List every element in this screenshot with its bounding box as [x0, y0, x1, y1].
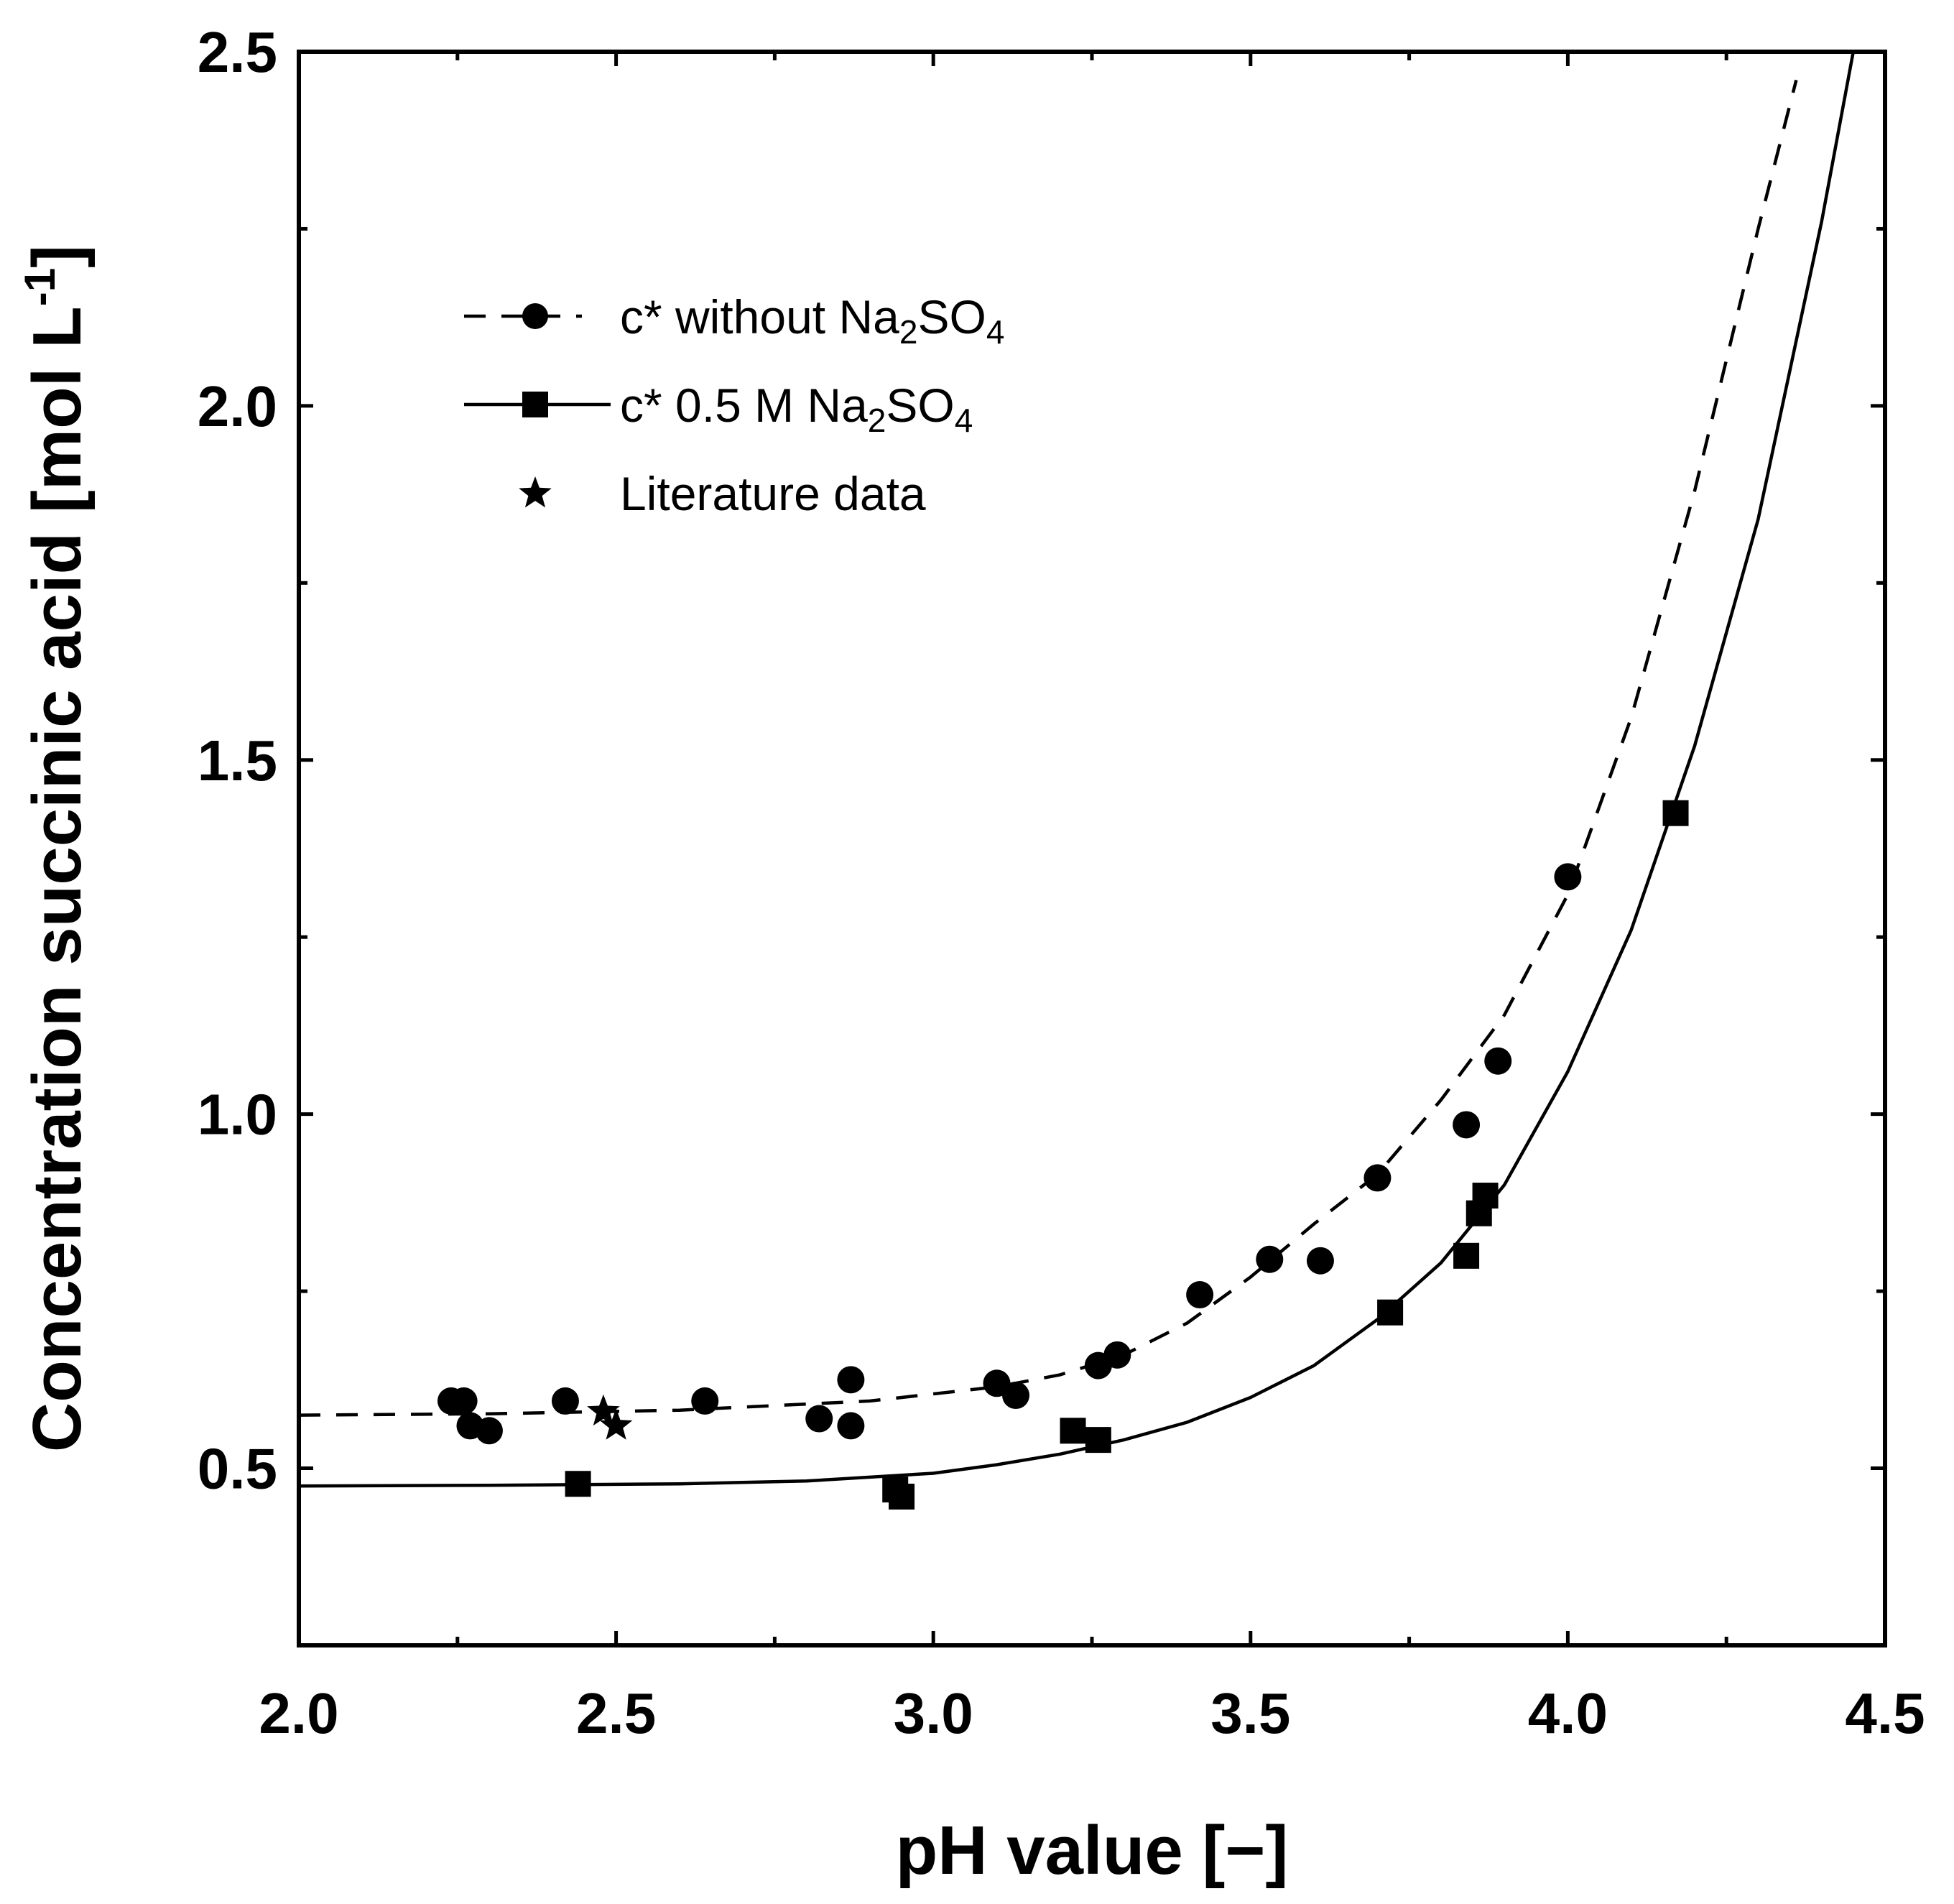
legend-square-marker	[522, 392, 548, 417]
x-tick-label: 3.0	[894, 1681, 973, 1745]
legend-entry-literature: Literature data	[519, 467, 926, 520]
data-point-circle	[1186, 1281, 1214, 1309]
data-point-square	[889, 1483, 915, 1510]
data-point-square	[1060, 1418, 1086, 1444]
legend-label-without-na2so4: c* without Na2SO4	[620, 290, 1004, 351]
data-point-circle	[837, 1412, 865, 1440]
y-tick-label: 1.0	[198, 1083, 277, 1147]
x-axis-title: pH value [−]	[896, 1812, 1289, 1889]
data-point-circle	[1453, 1111, 1481, 1139]
data-point-circle	[450, 1387, 478, 1415]
data-point-square	[1472, 1183, 1499, 1209]
data-point-circle	[1484, 1047, 1512, 1075]
data-point-circle	[1306, 1247, 1334, 1275]
data-point-square	[1453, 1242, 1480, 1269]
data-point-circle	[1256, 1245, 1284, 1273]
x-tick-label: 4.5	[1845, 1681, 1925, 1745]
data-point-square	[1377, 1299, 1404, 1326]
y-axis-title: Concentration succinic acid [mol L-1]	[16, 245, 96, 1452]
data-point-star	[599, 1408, 633, 1440]
y-tick-label: 2.0	[198, 374, 277, 438]
axis-ticks	[297, 50, 1887, 1645]
y-axis-title-close: ]	[19, 245, 96, 268]
data-point-circle	[837, 1366, 865, 1394]
y-tick-labels: 0.5 1.0 1.5 2.0 2.5	[198, 20, 277, 1501]
data-point-circle	[1002, 1382, 1030, 1410]
legend: c* without Na2SO4 c* 0.5 M Na2SO4 Litera…	[464, 290, 1004, 520]
legend-entry-without-na2so4: c* without Na2SO4	[464, 290, 1004, 351]
data-markers	[437, 800, 1689, 1510]
data-point-circle	[1103, 1341, 1131, 1369]
data-point-square	[1085, 1427, 1111, 1454]
y-axis-title-main: Concentration succinic acid [mol L	[19, 306, 96, 1452]
x-tick-label: 2.0	[259, 1681, 338, 1745]
legend-label-0-5m-na2so4: c* 0.5 M Na2SO4	[620, 379, 973, 439]
fit-curve-0-5m-na2so4	[299, 52, 1856, 1488]
y-tick-label: 2.5	[198, 20, 277, 84]
data-point-circle	[805, 1405, 833, 1433]
data-point-circle	[1554, 863, 1582, 891]
data-point-circle	[551, 1387, 579, 1415]
data-point-square	[565, 1471, 591, 1497]
x-tick-label: 3.5	[1210, 1681, 1290, 1745]
data-point-star	[587, 1394, 620, 1426]
y-tick-label: 0.5	[198, 1437, 277, 1501]
data-point-circle	[1363, 1164, 1392, 1192]
legend-star-marker	[519, 476, 552, 508]
fit-curves	[299, 52, 1856, 1488]
y-axis-title-exponent: -1	[16, 268, 64, 306]
x-tick-label: 4.0	[1528, 1681, 1608, 1745]
plot-frame	[297, 50, 1887, 1647]
legend-entry-0-5m-na2so4: c* 0.5 M Na2SO4	[464, 379, 973, 439]
legend-label-literature: Literature data	[620, 467, 926, 520]
y-tick-label: 1.5	[198, 729, 277, 792]
data-point-circle	[475, 1417, 503, 1445]
data-point-circle	[691, 1387, 719, 1415]
legend-circle-marker	[522, 303, 548, 329]
fit-curve-without-na2so4	[299, 79, 1798, 1417]
data-point-square	[1662, 800, 1689, 826]
x-tick-label: 2.5	[576, 1681, 656, 1745]
x-tick-labels: 2.0 2.5 3.0 3.5 4.0 4.5	[259, 1681, 1925, 1745]
